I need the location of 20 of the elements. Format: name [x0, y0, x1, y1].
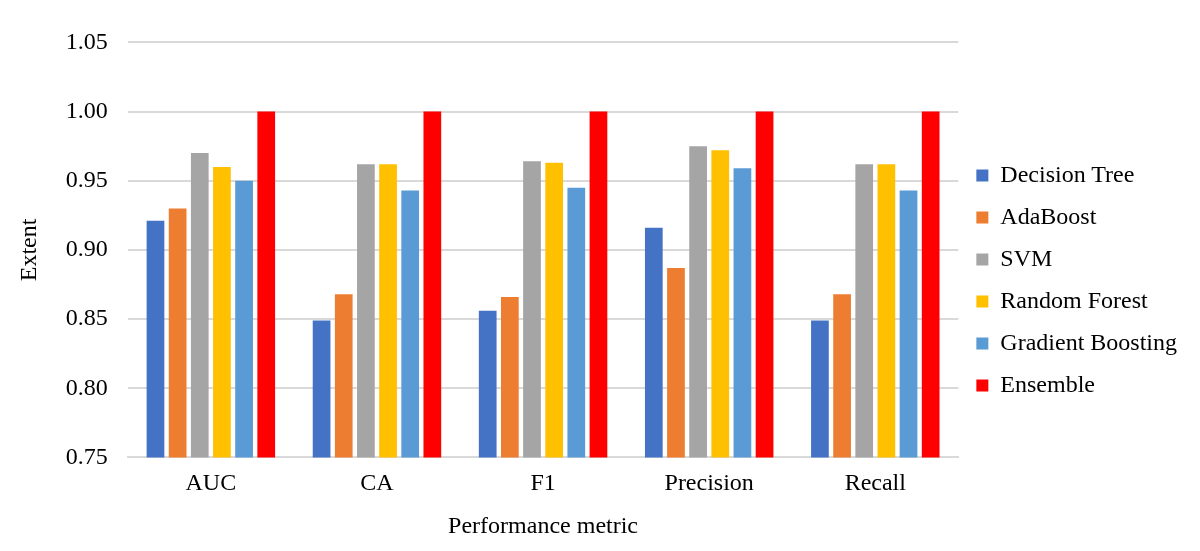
x-tick-label: F1: [530, 469, 556, 496]
y-axis-title: Extent: [14, 218, 41, 282]
y-tick-label: 0.85: [65, 304, 108, 331]
x-axis-title: Performance metric: [448, 511, 639, 538]
legend-label: AdaBoost: [1000, 202, 1097, 229]
legend-label: SVM: [1000, 244, 1053, 271]
y-tick-label: 0.95: [65, 166, 108, 193]
y-tick-label: 0.80: [65, 373, 108, 400]
y-tick-label: 0.75: [65, 442, 108, 469]
y-tick-label: 0.90: [65, 235, 108, 262]
y-tick-label: 1.00: [65, 96, 108, 123]
x-tick-label: AUC: [185, 469, 237, 496]
x-tick-label: Precision: [664, 469, 754, 496]
x-tick-label: Recall: [844, 469, 907, 496]
y-tick-label: 1.05: [65, 27, 108, 54]
x-tick-label: CA: [360, 469, 395, 496]
legend-label: Random Forest: [1000, 286, 1149, 313]
legend-label: Ensemble: [1000, 370, 1095, 397]
legend-label: Decision Tree: [1000, 160, 1135, 187]
legend-label: Gradient Boosting: [1000, 328, 1178, 355]
